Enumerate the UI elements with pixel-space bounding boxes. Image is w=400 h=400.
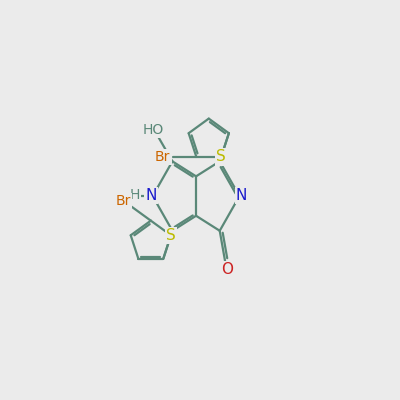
Text: S: S [166, 228, 176, 243]
Text: H: H [129, 188, 140, 202]
Text: N: N [145, 188, 156, 203]
Text: S: S [216, 149, 226, 164]
Text: N: N [236, 188, 247, 203]
Text: HO: HO [143, 123, 164, 137]
Text: Br: Br [116, 194, 131, 208]
Text: Br: Br [155, 150, 170, 164]
Text: O: O [221, 262, 233, 277]
